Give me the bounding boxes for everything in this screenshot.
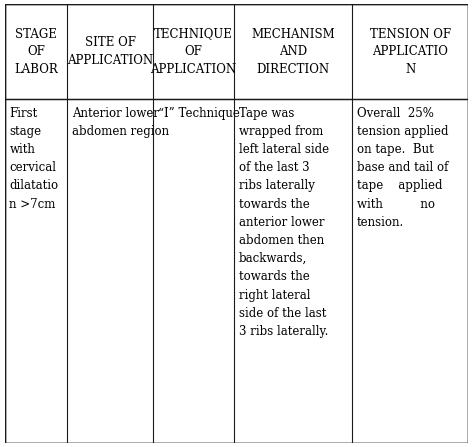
Text: First
stage
with
cervical
dilatatio
n >7cm: First stage with cervical dilatatio n >7… <box>9 106 59 211</box>
Text: MECHANISM
AND
DIRECTION: MECHANISM AND DIRECTION <box>252 28 335 76</box>
Text: STAGE
OF
LABOR: STAGE OF LABOR <box>14 28 58 76</box>
Text: Overall  25%
tension applied
on tape.  But
base and tail of
tape    applied
with: Overall 25% tension applied on tape. But… <box>357 106 448 229</box>
Text: Tape was
wrapped from
left lateral side
of the last 3
ribs laterally
towards the: Tape was wrapped from left lateral side … <box>239 106 329 338</box>
Text: TECHNIQUE
OF
APPLICATION: TECHNIQUE OF APPLICATION <box>150 28 236 76</box>
Text: TENSION OF
APPLICATIO
N: TENSION OF APPLICATIO N <box>370 28 451 76</box>
Text: Anterior lower
abdomen region: Anterior lower abdomen region <box>72 106 169 138</box>
Text: SITE OF
APPLICATION: SITE OF APPLICATION <box>67 36 153 67</box>
Text: “I” Technique: “I” Technique <box>158 106 239 119</box>
